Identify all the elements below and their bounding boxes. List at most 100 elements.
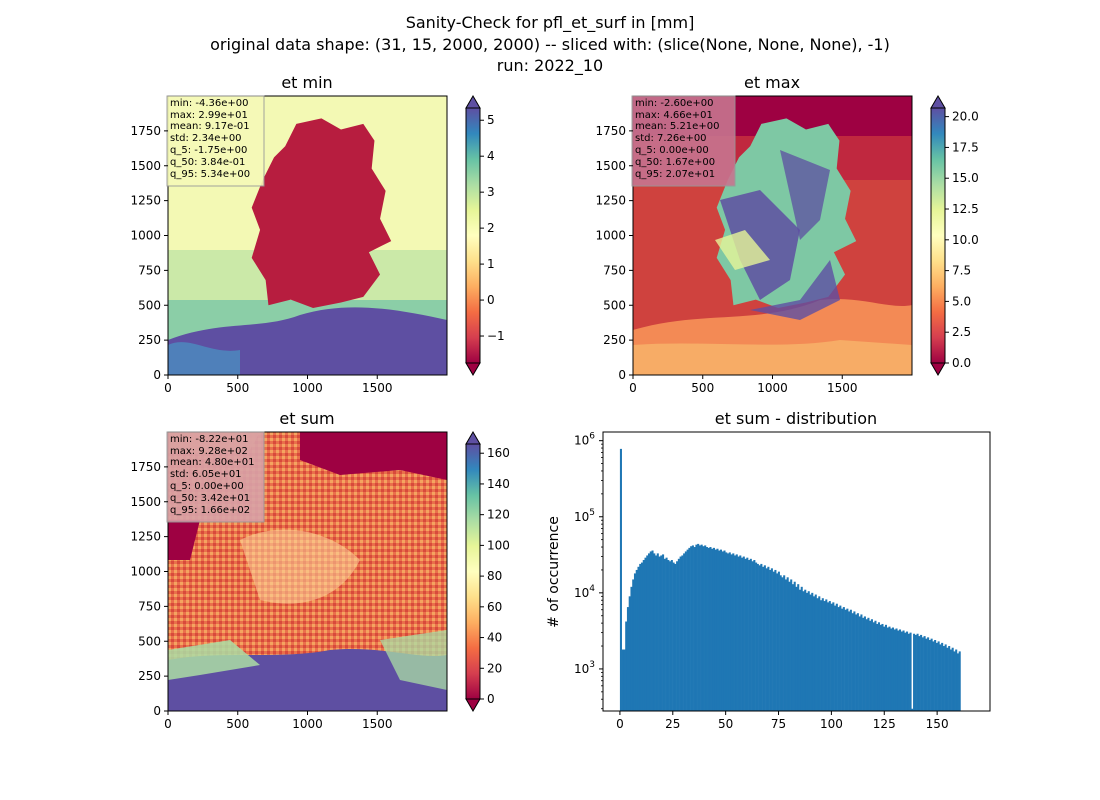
histogram-bar — [700, 544, 703, 711]
histogram-bar — [744, 558, 747, 711]
histogram-bar — [800, 586, 803, 711]
stat-line: std: 7.26e+00 — [635, 133, 707, 144]
colorbar-tick-label: 3 — [487, 185, 495, 199]
histogram-bar — [921, 637, 924, 711]
panel-title-distribution: et sum - distribution — [715, 409, 877, 428]
y-tick-label: 1750 — [130, 124, 161, 138]
histogram-bar — [697, 543, 700, 711]
colorbar-et-sum — [465, 431, 481, 712]
y-tick-label: 1250 — [130, 194, 161, 208]
histogram-bar — [935, 642, 938, 711]
histogram-bar — [767, 566, 770, 711]
x-tick-label: 500 — [226, 381, 249, 395]
colorbar-tick-label: 5 — [487, 113, 495, 127]
panel-title-et-sum: et sum — [279, 409, 334, 428]
histogram-bar — [920, 634, 923, 711]
histogram-bar — [830, 603, 833, 711]
histogram-bar — [648, 553, 651, 711]
histogram-bar — [906, 631, 909, 711]
panel-title-et-min: et min — [281, 73, 332, 92]
stat-line: mean: 5.21e+00 — [635, 121, 719, 132]
histogram-bar — [679, 556, 682, 711]
histogram-bar — [709, 547, 712, 711]
histogram-bar — [630, 586, 633, 711]
histogram-bar — [635, 569, 638, 711]
histogram-bar — [844, 609, 847, 711]
colorbar-tick-label: 100 — [487, 538, 510, 552]
colorbar-tick-label: 40 — [487, 631, 502, 645]
x-tick-label: 150 — [926, 717, 949, 731]
histogram-bar — [879, 624, 882, 711]
x-tick-label: 1500 — [827, 381, 858, 395]
histogram-bar — [849, 609, 852, 711]
histogram-bar — [739, 555, 742, 711]
stat-line: q_50: 3.84e-01 — [170, 157, 245, 168]
histogram-bar — [751, 561, 754, 711]
colorbar-tick-label: 0 — [487, 692, 495, 706]
y-tick-label: 1000 — [130, 565, 161, 579]
histogram-bar — [737, 556, 740, 711]
y-tick-label: 104 — [574, 584, 595, 600]
histogram-bar — [741, 557, 744, 711]
y-tick-label: 250 — [603, 333, 626, 347]
histogram-bar — [649, 551, 652, 711]
colorbar-tick-label: 17.5 — [952, 140, 979, 154]
histogram-bar — [891, 627, 895, 711]
y-tick-label: 105 — [574, 508, 595, 524]
colorbar-et-max — [930, 95, 946, 376]
histogram-bar — [693, 547, 696, 711]
histogram-bar — [953, 651, 956, 711]
histogram-bar — [876, 623, 879, 711]
histogram-bar — [946, 647, 949, 711]
y-tick-label: 1000 — [595, 229, 626, 243]
figure-suptitle-line-2: original data shape: (31, 15, 2000, 2000… — [210, 35, 890, 54]
x-tick-label: 1000 — [757, 381, 788, 395]
y-tick-label: 1500 — [130, 159, 161, 173]
colorbar-tick-label: 1 — [487, 257, 495, 271]
stat-line: max: 2.99e+01 — [170, 110, 248, 121]
y-tick-label: 1500 — [595, 159, 626, 173]
histogram-bar — [937, 641, 940, 711]
histogram-bar — [716, 548, 719, 711]
histogram-bar — [633, 573, 637, 711]
histogram-bar — [663, 558, 666, 711]
histogram-bar — [721, 551, 724, 711]
heatmap-image-et-max — [633, 96, 912, 375]
histogram-bar — [642, 560, 645, 711]
histogram-bar — [904, 632, 907, 711]
panel-et-max: et max min: -2.60e+00 max: 4.66e+01 — [595, 73, 978, 395]
stat-line: q_50: 3.42e+01 — [170, 493, 250, 504]
histogram-bar — [942, 646, 945, 711]
histogram-bar — [770, 568, 773, 711]
x-tick-label: 0 — [629, 381, 637, 395]
colorbar-tick-label: 20.0 — [952, 110, 979, 124]
x-tick-label: 1500 — [362, 381, 393, 395]
y-tick-label: 750 — [138, 263, 161, 277]
histogram-bar — [823, 601, 826, 711]
histogram-y-ticks: 103 104 105 106 — [574, 432, 603, 710]
histogram-bar — [651, 550, 654, 711]
histogram-bar — [781, 577, 784, 711]
x-tick-label: 500 — [226, 717, 249, 731]
stats-box-et-sum: min: -8.22e+01 max: 9.28e+02 mean: 4.80e… — [166, 431, 265, 523]
histogram-bar — [870, 619, 873, 711]
histogram-bar — [890, 628, 893, 711]
histogram-bar — [863, 616, 866, 711]
stat-line: q_50: 1.67e+00 — [635, 157, 715, 168]
histogram-bar — [932, 641, 935, 711]
histogram-bar — [660, 555, 663, 711]
stat-line: q_95: 5.34e+00 — [170, 169, 250, 180]
histogram-bar — [916, 633, 919, 711]
histogram-bar — [895, 628, 898, 711]
histogram-bar — [690, 546, 693, 711]
colorbar-tick-label: 10.0 — [952, 233, 979, 247]
histogram-bar — [718, 550, 721, 711]
histogram-bar — [807, 591, 810, 711]
colorbar-tick-label: 4 — [487, 149, 495, 163]
histogram-bar — [658, 556, 661, 711]
y-tick-label: 750 — [603, 263, 626, 277]
x-ticks-et-max: 0 500 1000 1500 — [629, 375, 858, 395]
histogram-bar — [886, 627, 889, 711]
histogram-bar — [655, 555, 658, 711]
